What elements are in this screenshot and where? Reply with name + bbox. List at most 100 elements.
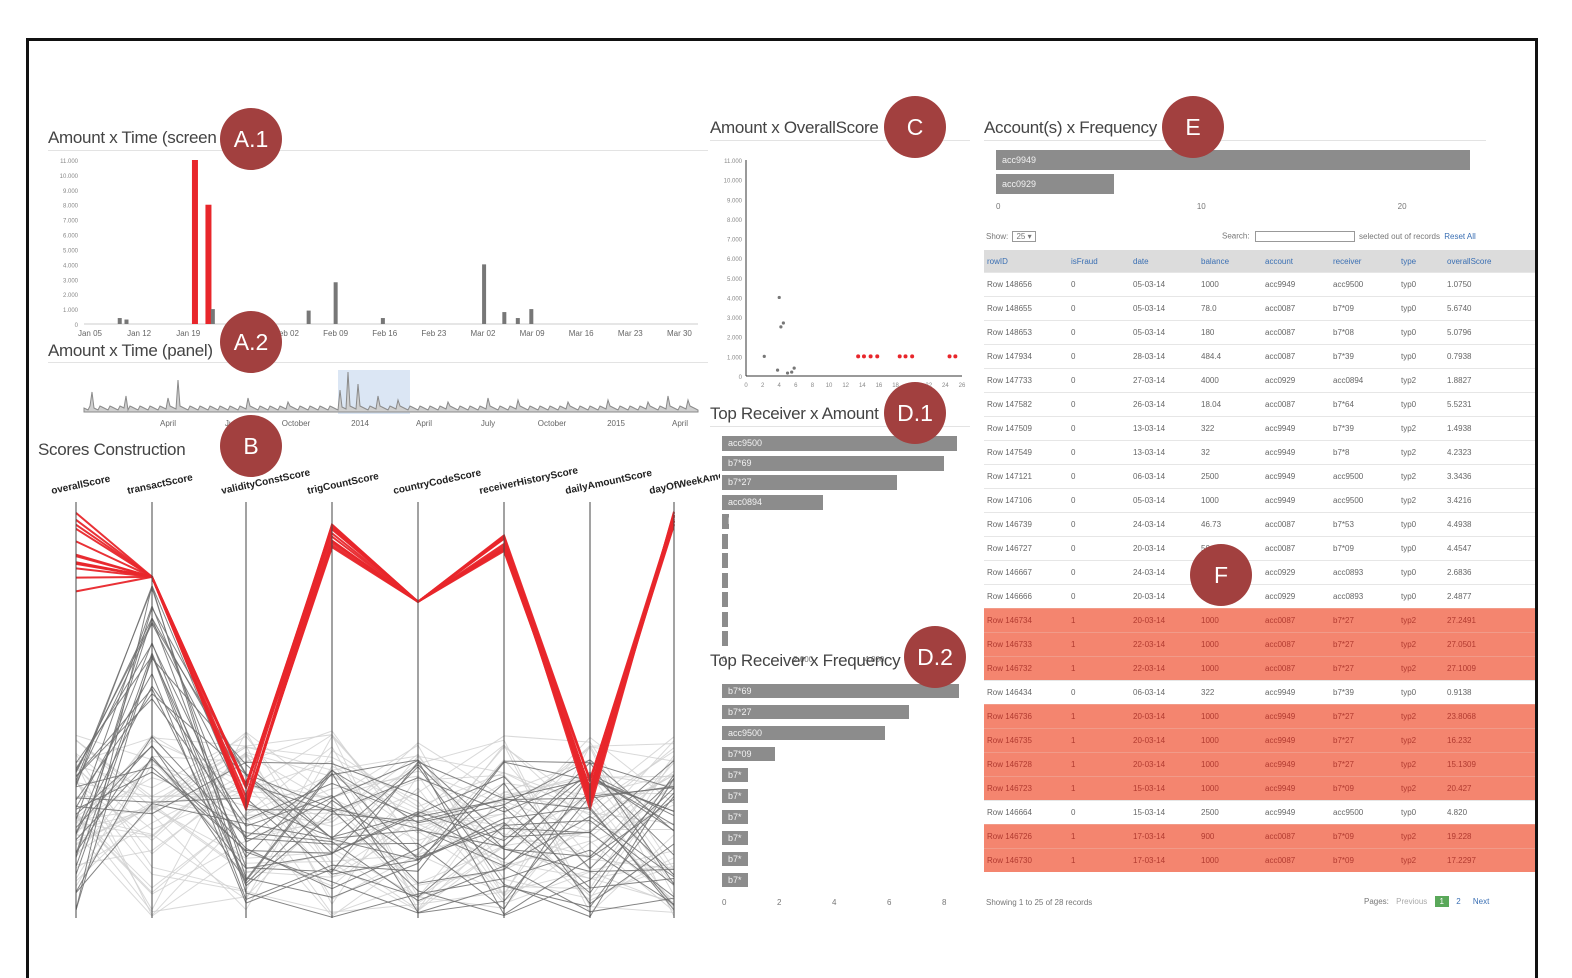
reset-link[interactable]: Reset All [1444, 231, 1476, 241]
show-label: Show: [986, 232, 1009, 241]
fraud-table-row[interactable]: Row 146736 1 20-03-14 1000 acc9949 b7*27 typ2 2… [984, 704, 1535, 729]
receiver-bar[interactable]: acc9500 [722, 726, 886, 740]
receiver-bar[interactable]: acc0894 [722, 494, 823, 510]
fraud-table-row[interactable]: Row 146726 1 17-03-14 900 acc0087 b7*09 typ2 19… [984, 824, 1535, 849]
next-page-button[interactable]: Next [1472, 897, 1490, 906]
context-line [75, 746, 675, 898]
receiver-bar[interactable]: b7*69 [722, 455, 944, 471]
amount-score-scatter[interactable]: 11.000 10.000 9.000 8.000 7.000 6.000 5.000 4.0… [706, 150, 970, 400]
table-cell: 18.04 [1198, 392, 1262, 417]
receiver-bar[interactable]: b7* [722, 852, 749, 866]
table-row[interactable]: Row 147106 0 05-03-14 1000 acc9949 acc9500 typ… [984, 488, 1535, 513]
table-row[interactable]: Row 147509 0 13-03-14 322 acc9949 b7*39 typ2 1.… [984, 416, 1535, 441]
amount-bar [205, 204, 212, 324]
parallel-coordinates-chart[interactable]: overallScore transactScore validityConstSc… [30, 462, 720, 932]
page-2-button[interactable]: 2 [1456, 897, 1461, 906]
column-header[interactable]: rowID [984, 250, 1068, 273]
context-line [75, 739, 675, 915]
table-row[interactable]: Row 146434 0 06-03-14 322 acc9949 b7*39 typ0 0.… [984, 680, 1535, 705]
timeline-tick-label: October [282, 419, 311, 428]
top-receiver-frequency-chart[interactable]: b7*69 b7*27 acc9500 b7*09 b7* b7* b7* b7* b7* b7*… [722, 684, 972, 907]
receiver-bar[interactable]: b7*09 [722, 747, 775, 761]
receiver-bar[interactable] [722, 631, 728, 646]
score-line [75, 655, 675, 911]
score-point [868, 354, 873, 359]
page-length-select[interactable]: 25 ▾ [1012, 231, 1036, 242]
x-tick-label: 0 [722, 898, 727, 907]
accounts-frequency-chart[interactable]: acc9949 acc0929 0 10 20 [996, 150, 1486, 222]
table-cell: Row 147106 [984, 488, 1068, 513]
search-input[interactable] [1254, 231, 1355, 242]
fraud-table-row[interactable]: Row 146734 1 20-03-14 1000 acc0087 b7*27 typ2 2… [984, 608, 1535, 633]
receiver-bar[interactable]: b7* [722, 514, 729, 529]
receiver-bar[interactable] [722, 572, 728, 588]
receiver-bar[interactable]: b7*27 [722, 705, 909, 719]
receiver-bar[interactable]: b7*69 [722, 684, 959, 698]
top-receiver-amount-chart[interactable]: acc9500b7*69b7*27acc0894b7*02.0004.0006.… [722, 436, 972, 664]
fraud-table-row[interactable]: Row 146723 1 15-03-14 1000 acc9949 b7*09 typ2 2… [984, 776, 1535, 801]
column-header[interactable]: receiver [1330, 250, 1398, 273]
table-row[interactable]: Row 147121 0 06-03-14 2500 acc9949 acc9500 typ… [984, 464, 1535, 489]
receiver-bar[interactable] [722, 592, 728, 607]
selection-note: selected out of records [1359, 231, 1440, 241]
table-row[interactable]: Row 148655 0 05-03-14 78.0 acc0087 b7*09 typ0 5… [984, 296, 1535, 321]
fraud-line [75, 520, 675, 800]
table-row[interactable]: Row 146739 0 24-03-14 46.73 acc0087 b7*53 typ0… [984, 512, 1535, 537]
fraud-table-row[interactable]: Row 146735 1 20-03-14 1000 acc9949 b7*27 typ2 1… [984, 728, 1535, 753]
receiver-bar[interactable]: b7* [722, 873, 749, 887]
table-cell: 180 [1198, 320, 1262, 345]
table-row[interactable]: Row 147549 0 13-03-14 32 acc9949 b7*8 typ2 4.23… [984, 440, 1535, 465]
column-header[interactable]: overallScore [1444, 250, 1535, 273]
table-cell: typ2 [1398, 824, 1444, 849]
table-row[interactable]: Row 147733 0 27-03-14 4000 acc0929 acc0894 typ… [984, 368, 1535, 393]
previous-page-button[interactable]: Previous [1396, 897, 1428, 906]
receiver-bar[interactable]: acc9949 [996, 150, 1470, 170]
x-tick-label: 0 [744, 383, 748, 389]
table-row[interactable]: Row 148653 0 05-03-14 180 acc0087 b7*08 typ0 5.… [984, 320, 1535, 345]
table-cell: typ0 [1398, 536, 1444, 561]
receiver-bar[interactable]: b7* [722, 810, 749, 824]
score-line [75, 621, 675, 856]
receiver-bar[interactable]: b7* [722, 789, 749, 803]
receiver-bar[interactable] [722, 611, 728, 627]
column-header[interactable]: account [1262, 250, 1330, 273]
y-tick-label: 9.000 [63, 189, 79, 195]
receiver-bar[interactable] [722, 533, 728, 549]
receiver-bar[interactable] [722, 553, 728, 568]
receiver-bar[interactable]: b7*27 [722, 475, 897, 490]
table-row[interactable]: Row 146666020-03-141000acc0929acc0893typ… [984, 584, 1535, 609]
amount-bar [191, 160, 198, 324]
fraud-table-row[interactable]: Row 146728 1 20-03-14 1000 acc9949 b7*27 typ2 1… [984, 752, 1535, 777]
column-header[interactable]: date [1130, 250, 1198, 273]
table-cell: 4.2323 [1444, 440, 1535, 465]
table-cell: acc0087 [1262, 344, 1330, 369]
timeline-tick-label: 2015 [607, 419, 625, 428]
x-tick-label: 26 [959, 383, 966, 389]
receiver-bar[interactable]: acc0929 [996, 174, 1115, 194]
table-cell: typ2 [1398, 656, 1444, 681]
column-header[interactable]: isFraud [1068, 250, 1130, 273]
receiver-bar[interactable]: b7* [722, 768, 749, 782]
amount-time-screen-chart[interactable]: 11.000 10.000 9.000 8.000 7.000 6.000 5.000 4.0… [48, 152, 708, 342]
table-row[interactable]: Row 146727020-03-1450acc0087b7*09typ04.4… [984, 536, 1535, 561]
amount-bar [380, 318, 385, 324]
table-row[interactable]: Row 147934 0 28-03-14 484.4 acc0087 b7*39 typ0… [984, 344, 1535, 369]
table-cell: 46.73 [1198, 512, 1262, 537]
table-row[interactable]: Row 146667 0 24-03-14 acc0929 acc0893 typ0 2.6… [984, 560, 1535, 585]
x-tick-label: 2 [761, 383, 765, 389]
table-cell: 13-03-14 [1130, 440, 1198, 465]
table-row[interactable]: Row 147582 0 26-03-14 18.04 acc0087 b7*64 typ0… [984, 392, 1535, 417]
y-tick-label: 8.000 [727, 218, 743, 224]
page-1-button[interactable]: 1 [1434, 896, 1449, 907]
table-row[interactable]: Row 148656 0 05-03-14 1000 acc9949 acc9500 typ… [984, 272, 1535, 297]
column-header[interactable]: balance [1198, 250, 1262, 273]
table-row[interactable]: Row 146664 0 15-03-14 2500 acc9949 acc9500 typ… [984, 800, 1535, 825]
column-header[interactable]: type [1398, 250, 1444, 273]
table-cell: 20.427 [1444, 776, 1535, 801]
fraud-table-row[interactable]: Row 146730 1 17-03-14 1000 acc0087 b7*09 typ2 1… [984, 848, 1535, 872]
fraud-table-row[interactable]: Row 146732 1 22-03-14 1000 acc0087 b7*27 typ2 2… [984, 656, 1535, 681]
table-cell: 22-03-14 [1130, 656, 1198, 681]
amount-time-panel-chart[interactable]: AprilJulyOctober2014AprilJulyOctober2015… [48, 364, 708, 434]
fraud-table-row[interactable]: Row 146733 1 22-03-14 1000 acc0087 b7*27 typ2 2… [984, 632, 1535, 657]
receiver-bar[interactable]: b7* [722, 831, 749, 845]
